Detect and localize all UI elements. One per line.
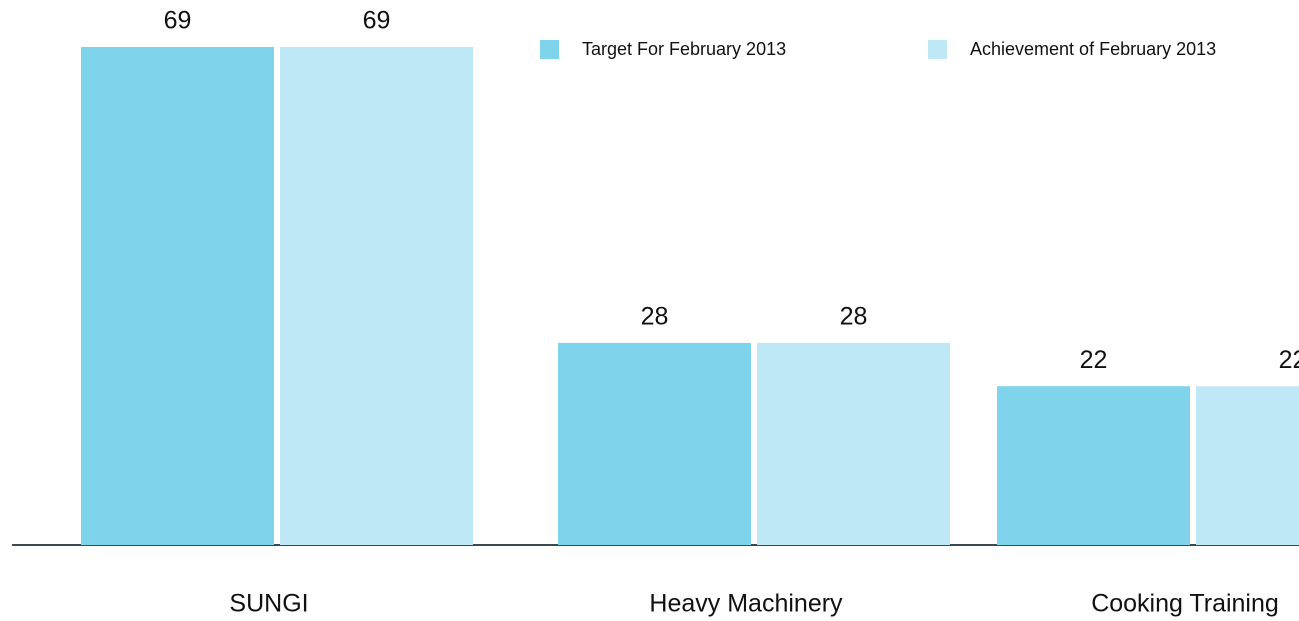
value-label: 28 [641, 303, 669, 331]
legend-label: Achievement of February 2013 [970, 39, 1216, 59]
x-tick-label: SUNGI [229, 590, 308, 618]
bar [81, 47, 274, 545]
legend-swatch [928, 40, 947, 59]
bar [997, 386, 1190, 545]
bar [280, 47, 473, 545]
bar [757, 342, 950, 545]
bar [558, 342, 751, 545]
value-label: 28 [840, 303, 868, 331]
value-label: 69 [164, 7, 192, 35]
x-tick-label: Heavy Machinery [649, 590, 843, 618]
x-tick-label: Cooking Training [1091, 590, 1279, 618]
legend-label: Target For February 2013 [582, 39, 786, 59]
value-label: 22 [1080, 346, 1108, 374]
bar [1196, 386, 1299, 545]
legend-swatch [540, 40, 559, 59]
value-label: 22 [1279, 346, 1299, 374]
value-label: 69 [363, 7, 391, 35]
